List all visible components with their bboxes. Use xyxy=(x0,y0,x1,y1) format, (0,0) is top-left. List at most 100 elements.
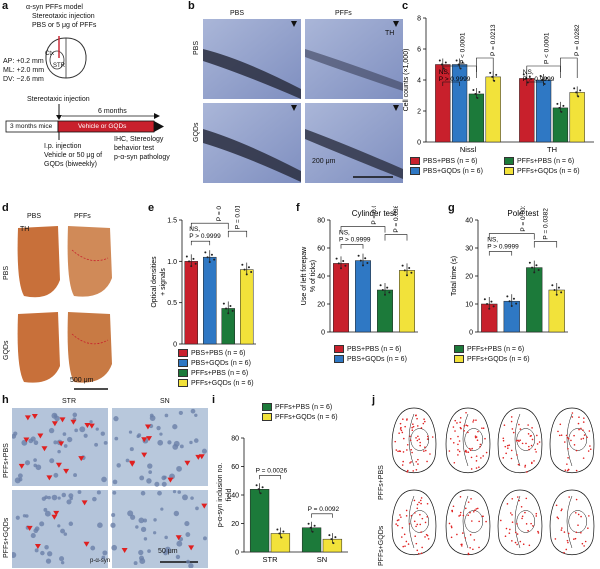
y-tick-label: 60 xyxy=(317,246,325,253)
pathology-dot xyxy=(405,509,408,512)
pathology-dot xyxy=(450,536,453,539)
cell-nucleus xyxy=(167,440,172,445)
cell-nucleus xyxy=(194,413,198,417)
pathology-dot xyxy=(505,527,508,530)
pathology-dot xyxy=(582,437,585,440)
pathology-dot xyxy=(454,419,457,422)
pathology-dot xyxy=(582,457,585,459)
pathology-dot xyxy=(471,447,473,450)
pathology-dot xyxy=(409,439,412,442)
pathology-dot xyxy=(459,426,462,429)
cell-nucleus xyxy=(138,517,145,524)
legend-i: PFFs+PBS (n = 6) PFFs+GQDs (n = 6) xyxy=(262,402,338,422)
model-label: α-syn PFFs model xyxy=(26,4,83,11)
p-value-label: P = 0.0027 xyxy=(216,206,223,221)
arrowhead-marker xyxy=(59,417,66,423)
bar xyxy=(240,269,254,345)
pathology-dot xyxy=(516,543,518,546)
brain-outline xyxy=(445,489,491,555)
legend-e-item: PBS+GQDs (n = 6) xyxy=(178,358,254,368)
pathology-dot xyxy=(475,467,478,469)
panel-letter-b: b xyxy=(188,0,195,12)
y-axis-label: Use of left forepaw% of ticks) xyxy=(301,246,317,305)
arrowhead-marker xyxy=(141,452,148,458)
y-axis-label: Optical densities + signals xyxy=(151,256,167,308)
pathology-dot xyxy=(416,549,419,552)
arrowhead-marker xyxy=(81,500,88,506)
ns-label: NS, xyxy=(339,230,350,237)
cell-nucleus xyxy=(128,430,133,434)
brain-contour xyxy=(566,495,573,549)
y-tick-label: 60 xyxy=(231,464,239,471)
pathology-dot xyxy=(538,441,541,443)
comparison-bracket xyxy=(311,513,333,518)
cell-nucleus xyxy=(95,427,99,431)
brain-contour xyxy=(516,428,536,451)
h-micrograph-grid xyxy=(12,408,208,568)
pathology-dot xyxy=(459,511,462,514)
cell-nucleus xyxy=(47,495,51,500)
pathology-dot xyxy=(465,449,467,452)
cell-nucleus xyxy=(153,531,157,535)
cell-nucleus xyxy=(57,496,61,500)
b-stain-label: TH xyxy=(385,30,395,37)
d-row-gqds: GQDs xyxy=(3,340,10,360)
pathology-dot xyxy=(401,431,404,434)
pathology-dot xyxy=(450,525,453,527)
pathology-dot xyxy=(522,543,525,545)
pathology-dot xyxy=(451,510,454,513)
legend-e-label-3: PFFs+PBS (n = 6) xyxy=(191,369,249,377)
pathology-dot xyxy=(479,445,481,448)
data-point xyxy=(495,73,498,76)
pathology-dot xyxy=(466,424,469,427)
cell-nucleus xyxy=(30,533,36,539)
y-tick-label: 80 xyxy=(231,436,239,443)
cell-nucleus xyxy=(39,521,45,527)
pathology-dot xyxy=(424,449,427,452)
pathology-dot xyxy=(405,540,408,543)
legend-fg-label-2: PBS+GQDs (n = 6) xyxy=(347,355,407,363)
x-tick-label: TH xyxy=(547,145,557,154)
data-point xyxy=(474,92,477,95)
comparison-bracket xyxy=(340,226,386,233)
ns-label: NS, xyxy=(487,237,498,244)
arrowhead-marker xyxy=(84,423,91,429)
pathology-dot xyxy=(563,531,566,533)
pathology-dot xyxy=(482,455,485,457)
cell-nucleus xyxy=(89,420,93,424)
y-tick-label: 40 xyxy=(317,274,325,281)
cell-nucleus xyxy=(139,558,146,565)
cell-nucleus xyxy=(47,551,53,557)
pathology-dot xyxy=(587,450,590,452)
p-value-label: P = 0.0026 xyxy=(256,467,288,474)
b-row-pbs: PBS xyxy=(193,40,200,55)
str-label: STR xyxy=(53,63,65,69)
brain-contour xyxy=(408,413,415,467)
legend-e-label-2: PBS+GQDs (n = 6) xyxy=(191,359,251,367)
comparison-bracket xyxy=(488,233,535,240)
pathology-dot xyxy=(521,515,524,518)
p-value-label: P > 0.9999 xyxy=(189,233,221,240)
data-point xyxy=(379,284,382,287)
x-tick-label: Nissl xyxy=(460,145,477,154)
pathology-dot xyxy=(420,552,423,555)
b-row-gqds: GQDs xyxy=(193,122,200,142)
y-axis-label: p-α-syn inclusion no. field xyxy=(217,463,233,527)
brain-contour xyxy=(568,510,588,533)
pathology-dot xyxy=(484,437,486,440)
cell-nucleus xyxy=(193,438,199,443)
pathology-dot xyxy=(520,506,523,508)
cell-nucleus xyxy=(149,413,154,418)
pathology-dot xyxy=(580,515,582,518)
data-point xyxy=(442,67,445,70)
pathology-dot xyxy=(395,523,397,525)
y-tick-label: 30 xyxy=(465,246,473,253)
pathology-dot xyxy=(419,523,422,526)
h-row-gqds: PFFs+GQDs xyxy=(3,517,10,558)
comparison-bracket xyxy=(384,234,408,241)
bar xyxy=(519,78,535,143)
cell-nucleus xyxy=(157,439,164,446)
pathology-dot xyxy=(469,547,471,549)
cell-nucleus xyxy=(164,413,169,418)
cell-nucleus xyxy=(133,561,138,566)
